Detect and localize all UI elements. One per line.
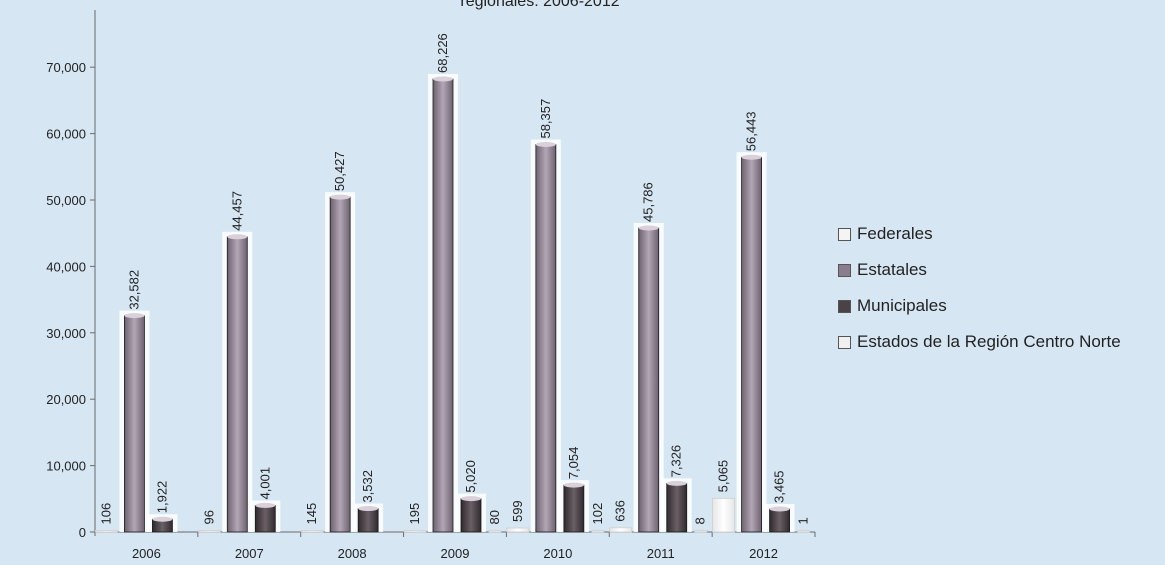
bar-federales [506, 527, 530, 533]
data-label: 102 [590, 503, 605, 525]
data-label: 80 [487, 510, 502, 524]
y-tick-label: 40,000 [46, 259, 86, 274]
data-label: 3,532 [360, 470, 375, 503]
bar-municipales [357, 508, 379, 533]
data-label: 145 [304, 503, 319, 525]
bars [95, 73, 810, 533]
data-label: 3,465 [772, 470, 787, 503]
bar-cap [741, 154, 762, 160]
bar-estados [797, 530, 810, 533]
legend-swatch [838, 227, 851, 241]
bar-federales [300, 530, 324, 533]
x-tick-label: 2011 [647, 546, 675, 561]
bar-federales [712, 497, 735, 533]
bar-estatales [741, 156, 762, 533]
bar-cap [638, 225, 659, 231]
bar-municipales [769, 508, 790, 533]
bar-federales [197, 530, 221, 533]
bar-estatales [329, 196, 351, 533]
data-label: 7,326 [669, 445, 684, 478]
data-label: 195 [407, 503, 422, 525]
data-label: 106 [98, 503, 113, 525]
bar-cap [358, 506, 379, 512]
data-label: 1 [796, 517, 811, 524]
bar-cap [461, 496, 481, 502]
bar-cap [255, 502, 276, 508]
bar-estatales [535, 144, 557, 533]
y-tick-label: 60,000 [46, 127, 86, 142]
data-label: 599 [510, 500, 525, 522]
bar-cap [563, 482, 584, 488]
y-tick-label: 10,000 [46, 459, 86, 474]
bar-municipales [563, 484, 585, 533]
legend-item: Municipales [838, 288, 1158, 324]
y-tick-label: 0 [79, 525, 86, 540]
legend-label: Municipales [857, 296, 947, 315]
data-label: 68,226 [435, 33, 450, 73]
bar-municipales [254, 505, 276, 533]
y-tick-label: 70,000 [46, 60, 86, 75]
y-tick-label: 30,000 [46, 326, 86, 341]
x-tick-label: 2009 [441, 546, 470, 561]
x-tick-label: 2010 [543, 546, 572, 561]
bar-estados [694, 530, 708, 533]
bar-estatales [226, 236, 248, 533]
bar-federales [95, 530, 118, 533]
bar-municipales [666, 482, 688, 533]
bar-estados [488, 530, 502, 533]
legend-item: Federales [838, 216, 1158, 252]
data-label: 5,020 [463, 460, 478, 493]
bar-federales [403, 530, 427, 533]
x-tick-label: 2008 [338, 546, 367, 561]
bar-estatales [432, 78, 454, 533]
bar-cap [330, 194, 351, 200]
bar-cap [152, 516, 173, 522]
data-labels: 106 96 145 195 599 636 5,065 32,582 44,457 50,427… [98, 33, 810, 524]
data-label: 96 [201, 510, 216, 524]
legend-item: Estados de la Región Centro Norte [838, 324, 1158, 360]
x-tick-label: 2012 [749, 546, 778, 561]
data-label: 50,427 [332, 151, 347, 191]
bar-cap [666, 480, 687, 486]
bar-cap [769, 506, 790, 512]
axes: 0 10,000 20,000 30,000 40,000 50,000 60,000 70,… [46, 10, 816, 561]
legend-swatch [838, 335, 851, 349]
x-tick-label: 2006 [132, 546, 161, 561]
data-label: 636 [613, 500, 628, 522]
bar-cap [124, 313, 145, 319]
data-label: 44,457 [229, 191, 244, 231]
data-label: 1,922 [154, 481, 169, 514]
legend-swatch [838, 299, 851, 313]
bar-cap [433, 76, 453, 82]
legend-label: Estatales [857, 260, 927, 279]
data-label: 45,786 [641, 182, 656, 222]
bar-municipales [460, 498, 482, 533]
data-label: 5,065 [716, 460, 731, 493]
legend-item: Estatales [838, 252, 1158, 288]
bar-cap [227, 234, 248, 240]
chart-title: regionales: 2006-2012 [460, 0, 619, 10]
bar-estatales [638, 227, 660, 533]
data-label: 32,582 [126, 270, 141, 310]
data-label: 8 [693, 517, 708, 524]
data-label: 58,357 [538, 99, 553, 139]
legend: Federales Estatales Municipales Estados de … [838, 216, 1158, 360]
legend-label: Federales [857, 224, 933, 243]
y-tick-label: 20,000 [46, 392, 86, 407]
bar-estatales [124, 315, 145, 533]
bar-federales [609, 527, 633, 533]
legend-label: Estados de la Región Centro Norte [857, 332, 1121, 351]
bar-estados [591, 530, 605, 533]
data-label: 7,054 [566, 447, 581, 480]
data-label: 4,001 [257, 467, 272, 500]
data-label: 56,443 [744, 111, 759, 151]
x-tick-label: 2007 [235, 546, 264, 561]
y-tick-label: 50,000 [46, 193, 86, 208]
legend-swatch [838, 263, 851, 277]
bar-cap [535, 142, 556, 148]
